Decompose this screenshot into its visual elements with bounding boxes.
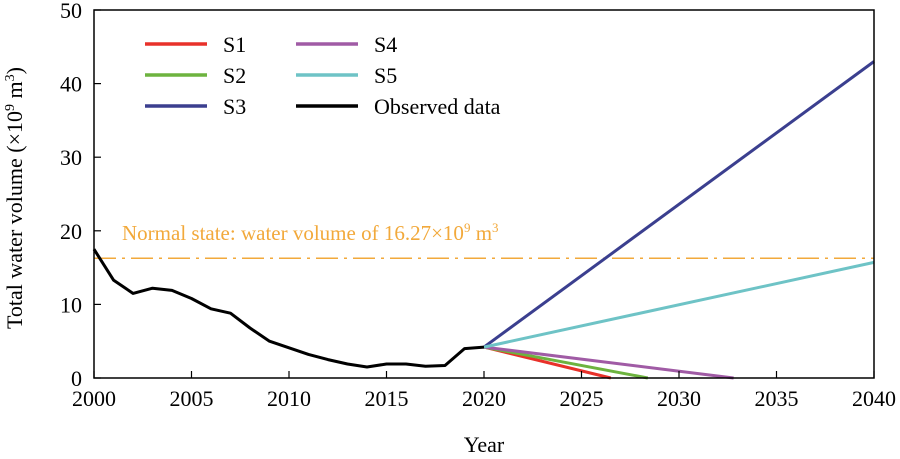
x-tick-label: 2025 xyxy=(560,386,604,411)
legend-label-s4: S4 xyxy=(374,32,397,57)
y-tick-label: 10 xyxy=(60,292,82,317)
legend: S1 S2 S3 S4 S5 Observed data xyxy=(145,32,501,119)
y-tick-label: 20 xyxy=(60,219,82,244)
y-tick-label: 50 xyxy=(60,0,82,23)
series-line-s2 xyxy=(483,345,649,380)
legend-label-s1: S1 xyxy=(223,32,246,57)
y-tick-label: 0 xyxy=(71,366,82,391)
series-line-s3 xyxy=(483,60,875,349)
series-line-s4 xyxy=(483,345,734,380)
y-tick-label: 40 xyxy=(60,72,82,97)
x-tick-label: 2005 xyxy=(170,386,214,411)
x-tick-label: 2040 xyxy=(852,386,896,411)
x-tick-label: 2030 xyxy=(657,386,701,411)
x-tick-label: 2000 xyxy=(72,386,116,411)
x-tick-label: 2020 xyxy=(462,386,506,411)
series-line-observed-data xyxy=(92,248,485,369)
reference-line-label: Normal state: water volume of 16.27×109 … xyxy=(122,220,499,245)
legend-label-observed-data: Observed data xyxy=(374,94,501,119)
plot-area xyxy=(92,60,875,380)
x-axis-label: Year xyxy=(464,432,505,457)
x-tick-label: 2010 xyxy=(267,386,311,411)
reference-label-sup: 9 xyxy=(464,220,471,235)
plot-frame xyxy=(93,9,875,379)
x-tick-label: 2035 xyxy=(755,386,799,411)
y-axis-label-sup2: 3 xyxy=(3,74,18,81)
y-axis-label-sup: 9 xyxy=(3,104,18,111)
y-tick-label: 30 xyxy=(60,145,82,170)
ticks: 2000 2005 2010 2015 2020 2025 2030 2035 20400102… xyxy=(60,0,896,411)
legend-label-s2: S2 xyxy=(223,63,246,88)
y-axis-label: Total water volume (×109 m3) xyxy=(2,67,27,329)
legend-label-s3: S3 xyxy=(223,94,246,119)
legend-label-s5: S5 xyxy=(374,63,397,88)
reference-label-sup2: 3 xyxy=(492,220,499,235)
x-tick-label: 2015 xyxy=(365,386,409,411)
series-line-s5 xyxy=(483,260,875,349)
